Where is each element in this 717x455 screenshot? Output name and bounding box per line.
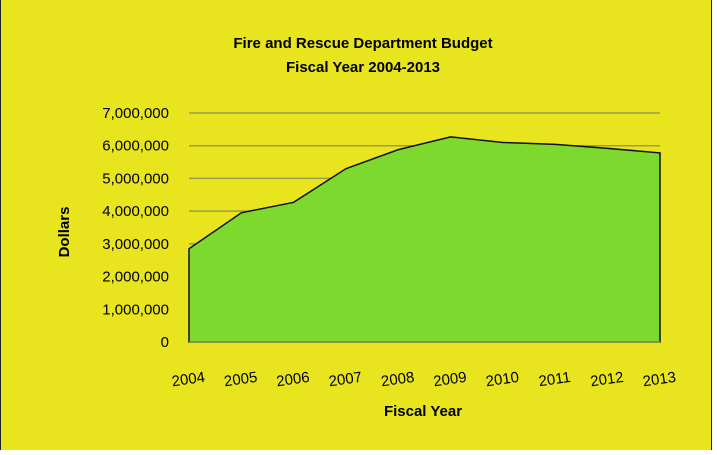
x-axis-tick-labels: 2004 2005 2006 2007 2008 2009 2010 2011 2012 2013 — [171, 369, 677, 390]
y-axis-tick-labels: 0 1,000,000 2,000,000 3,000,000 4,000,000 5,0… — [102, 105, 169, 351]
y-tick-label: 1,000,000 — [102, 301, 169, 318]
area-series — [189, 137, 660, 342]
y-tick-label: 2,000,000 — [102, 269, 169, 286]
y-tick-label: 6,000,000 — [102, 138, 169, 155]
x-tick-label: 2006 — [275, 369, 310, 390]
x-tick-label: 2013 — [642, 369, 677, 390]
chart-title: Fire and Rescue Department Budget — [233, 35, 492, 52]
x-tick-label: 2005 — [223, 369, 258, 390]
y-axis-label: Dollars — [56, 207, 73, 258]
x-tick-label: 2012 — [589, 369, 624, 390]
x-tick-label: 2004 — [171, 369, 206, 390]
y-tick-label: 7,000,000 — [102, 105, 169, 122]
x-tick-label: 2008 — [380, 369, 415, 390]
x-tick-label: 2007 — [328, 369, 363, 390]
y-tick-label: 4,000,000 — [102, 203, 169, 220]
area-fill — [189, 137, 660, 342]
y-tick-label: 3,000,000 — [102, 236, 169, 253]
x-axis-label: Fiscal Year — [384, 403, 462, 420]
chart-subtitle: Fiscal Year 2004-2013 — [286, 59, 440, 76]
y-tick-label: 0 — [161, 334, 169, 351]
x-tick-label: 2009 — [432, 369, 467, 390]
x-tick-label: 2011 — [538, 369, 572, 390]
y-tick-label: 5,000,000 — [102, 170, 169, 187]
x-tick-label: 2010 — [485, 369, 520, 390]
